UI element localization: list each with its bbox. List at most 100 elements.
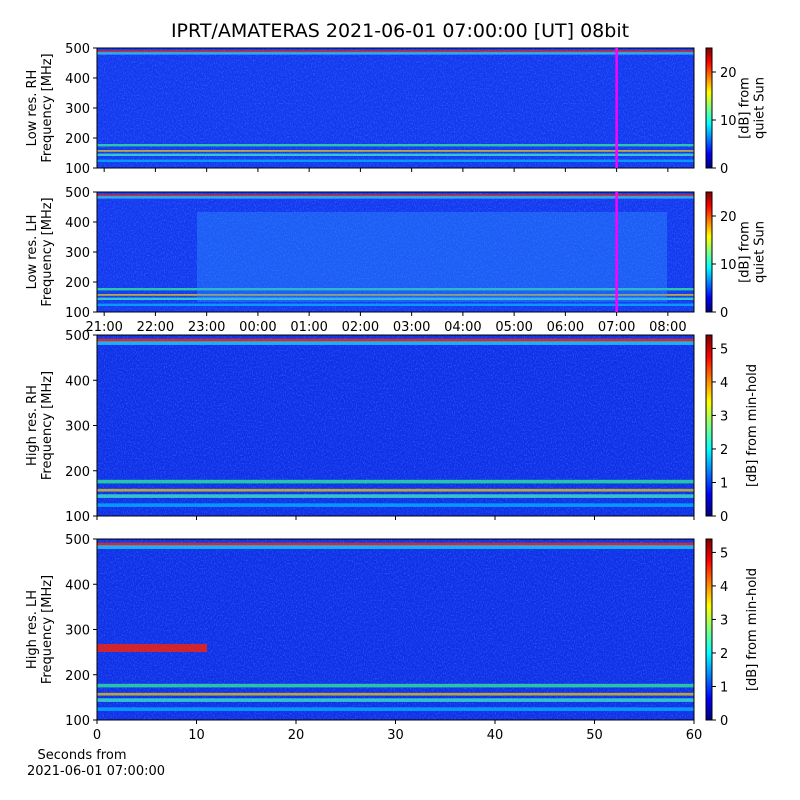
- chart-title: IPRT/AMATERAS 2021-06-01 07:00:00 [UT] 0…: [171, 20, 629, 42]
- y-axis-label: High res. RH: [25, 385, 40, 466]
- colorbar-label: [dB] from: [738, 221, 753, 283]
- colorbar-tick-label: 5: [720, 342, 728, 357]
- colorbar: [705, 538, 713, 721]
- x-tick-label: 03:00: [393, 320, 430, 335]
- colorbar: [705, 334, 713, 517]
- spectrogram-noise: [97, 192, 694, 312]
- x-tick-label: 0: [93, 728, 101, 743]
- x-tick-label: 50: [586, 728, 603, 743]
- spectrogram-band: [97, 159, 694, 162]
- spectrogram-noise: [97, 48, 694, 168]
- y-tick-label: 300: [65, 102, 90, 117]
- x-tick-label: 23:00: [188, 320, 225, 335]
- spectrogram-band: [97, 150, 694, 152]
- colorbar-tick-label: 4: [720, 580, 728, 595]
- y-axis-label: High res. LH: [25, 590, 40, 669]
- y-tick-label: 100: [65, 714, 90, 729]
- colorbar-tick-label: 20: [720, 210, 737, 225]
- colorbar-tick-label: 0: [720, 510, 728, 525]
- colorbar-tick-label: 20: [720, 66, 737, 81]
- spectrogram-band: [97, 52, 694, 55]
- y-axis-label: Frequency [MHz]: [40, 575, 55, 684]
- colorbar-tick-label: 1: [720, 476, 728, 491]
- spectrogram-band: [97, 707, 694, 711]
- spectrogram-band: [97, 153, 694, 156]
- spectrogram-noise: [97, 539, 694, 720]
- x-tick-label: 04:00: [444, 320, 481, 335]
- spectrogram-band: [97, 488, 694, 492]
- spectrogram-band: [97, 494, 694, 498]
- x-tick-label: 40: [487, 728, 504, 743]
- y-tick-label: 200: [65, 465, 90, 480]
- colorbar-tick-label: 10: [720, 114, 737, 129]
- x-axis-label: Seconds from: [37, 748, 126, 763]
- y-tick-label: 200: [65, 669, 90, 684]
- spectrogram-noise: [97, 335, 694, 516]
- y-tick-label: 300: [65, 246, 90, 261]
- y-tick-label: 100: [65, 162, 90, 177]
- colorbar-tick-label: 3: [720, 613, 728, 628]
- y-tick-label: 200: [65, 276, 90, 291]
- spectrogram-band: [97, 194, 694, 197]
- x-tick-label: 08:00: [649, 320, 686, 335]
- x-tick-label: 07:00: [598, 320, 635, 335]
- spectrogram-band: [97, 338, 694, 343]
- spectrogram-glow: [197, 212, 667, 302]
- colorbar-label: quiet Sun: [753, 77, 768, 139]
- x-tick-label: 22:00: [137, 320, 174, 335]
- colorbar-tick-label: 3: [720, 409, 728, 424]
- colorbar-label: quiet Sun: [753, 221, 768, 283]
- y-axis-label: Low res. RH: [25, 70, 40, 147]
- colorbar-tick-label: 0: [720, 306, 728, 321]
- spectrogram-band: [97, 294, 694, 296]
- spectrogram-band: [97, 692, 694, 696]
- spectrogram-band: [97, 196, 694, 199]
- colorbar-tick-label: 5: [720, 546, 728, 561]
- colorbar-tick-label: 1: [720, 680, 728, 695]
- spectrogram-band: [97, 288, 694, 291]
- x-tick-label: 01:00: [290, 320, 327, 335]
- spectrogram-band: [97, 50, 694, 53]
- spectrogram-band: [97, 545, 694, 549]
- colorbar-tick-label: 0: [720, 714, 728, 729]
- y-tick-label: 300: [65, 624, 90, 639]
- spectrogram-band: [97, 341, 694, 345]
- spectrogram-band: [97, 479, 694, 484]
- x-axis-label: 2021-06-01 07:00:00: [27, 764, 165, 779]
- y-tick-label: 500: [65, 42, 90, 57]
- colorbar-tick-label: 4: [720, 376, 728, 391]
- colorbar-tick-label: 2: [720, 443, 728, 458]
- y-tick-label: 200: [65, 132, 90, 147]
- y-tick-label: 400: [65, 578, 90, 593]
- y-tick-label: 300: [65, 420, 90, 435]
- x-tick-label: 10: [188, 728, 205, 743]
- spectrogram-band: [97, 683, 694, 688]
- spectrogram-band: [97, 303, 694, 306]
- x-tick-label: 30: [387, 728, 404, 743]
- y-tick-label: 400: [65, 374, 90, 389]
- y-tick-label: 500: [65, 329, 90, 344]
- y-tick-label: 500: [65, 186, 90, 201]
- colorbar-tick-label: 2: [720, 647, 728, 662]
- y-axis-label: Low res. LH: [25, 215, 40, 290]
- spectrogram-band: [97, 542, 694, 547]
- x-tick-label: 00:00: [239, 320, 276, 335]
- y-tick-label: 100: [65, 306, 90, 321]
- spectrogram-band: [97, 503, 694, 507]
- spectrogram-band: [97, 297, 694, 300]
- y-tick-label: 400: [65, 216, 90, 231]
- y-tick-label: 400: [65, 72, 90, 87]
- colorbar-label: [dB] from min-hold: [745, 568, 760, 691]
- y-tick-label: 500: [65, 533, 90, 548]
- colorbar: [705, 191, 713, 313]
- y-tick-label: 100: [65, 510, 90, 525]
- spectrogram-burst: [97, 643, 207, 652]
- colorbar: [705, 47, 713, 169]
- colorbar-label: [dB] from min-hold: [745, 364, 760, 487]
- colorbar-label: [dB] from: [738, 77, 753, 139]
- spectrogram-band: [97, 144, 694, 147]
- x-tick-label: 02:00: [342, 320, 379, 335]
- x-tick-label: 05:00: [495, 320, 532, 335]
- x-tick-label: 60: [686, 728, 703, 743]
